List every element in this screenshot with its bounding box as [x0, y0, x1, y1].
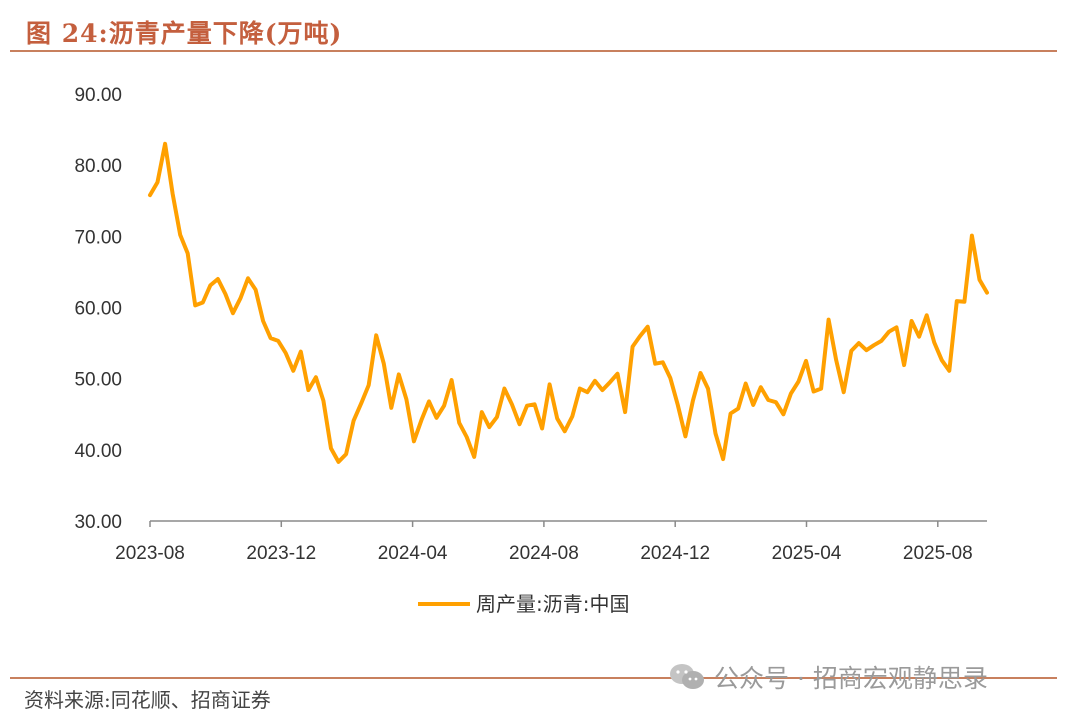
y-tick-label: 80.00	[74, 156, 122, 177]
x-tick-label: 2025-04	[772, 543, 842, 564]
source-note: 资料来源:同花顺、招商证券	[24, 688, 271, 712]
y-tick-label: 90.00	[74, 85, 122, 106]
x-tick-label: 2025-08	[903, 543, 973, 564]
x-axis-ticks: 2023-08 2023-12 2024-04 2024-08 2024-12 2025-…	[115, 521, 973, 564]
watermark-text: 公众号 · 招商宏观静思录	[714, 664, 988, 693]
y-tick-label: 50.00	[74, 370, 122, 391]
legend: 周产量:沥青:中国	[418, 592, 629, 616]
x-tick-label: 2023-08	[115, 543, 185, 564]
x-tick-label: 2024-12	[640, 543, 710, 564]
x-tick-label: 2024-04	[378, 543, 448, 564]
y-tick-label: 40.00	[74, 441, 122, 462]
legend-label: 周产量:沥青:中国	[476, 592, 629, 616]
y-axis-ticks: 30.00 40.00 50.00 60.00 70.00 80.00 90.00	[74, 85, 122, 533]
footer-divider	[10, 677, 1057, 679]
x-tick-label: 2023-12	[246, 543, 316, 564]
series-line	[148, 141, 989, 464]
wechat-icon	[670, 664, 704, 689]
figure-title: 图 24:沥青产量下降(万吨)	[26, 19, 343, 48]
y-tick-label: 60.00	[74, 299, 122, 320]
series-layer	[148, 141, 989, 464]
y-tick-label: 70.00	[74, 227, 122, 248]
title-divider	[10, 50, 1057, 52]
x-tick-label: 2024-08	[509, 543, 579, 564]
y-tick-label: 30.00	[74, 512, 122, 533]
watermark: 公众号 · 招商宏观静思录	[668, 659, 988, 695]
